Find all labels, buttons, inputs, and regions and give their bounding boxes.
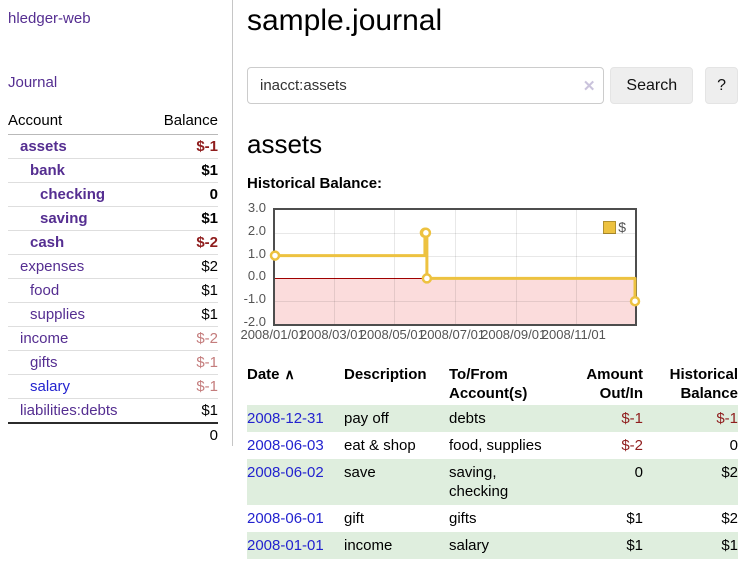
register-row: 2008-06-02 save saving, checking 0 $2	[247, 459, 738, 505]
register-table: Date ∧ Description To/From Account(s) Amo…	[247, 363, 738, 559]
register-row: 2008-01-01 income salary $1 $1	[247, 532, 738, 559]
account-link-bank[interactable]: bank	[30, 162, 66, 179]
account-link-gifts[interactable]: gifts	[30, 354, 58, 371]
search-box: ✕	[247, 67, 605, 104]
transaction-balance: $2	[721, 464, 738, 481]
transaction-balance: $1	[721, 537, 738, 554]
accounts-col-account: Account	[8, 110, 134, 135]
account-link-checking[interactable]: checking	[40, 186, 106, 203]
register-row: 2008-06-03 eat & shop food, supplies $-2…	[247, 432, 738, 459]
transaction-date-link[interactable]: 2008-06-03	[247, 437, 324, 454]
account-balance: $1	[201, 402, 218, 419]
register-header-row: Date ∧ Description To/From Account(s) Amo…	[247, 363, 738, 405]
transaction-description: save	[344, 464, 376, 481]
sidebar-item-journal[interactable]: Journal	[8, 74, 58, 91]
register-row: 2008-12-31 pay off debts $-1 $-1	[247, 405, 738, 432]
chart-plot: $	[269, 208, 641, 326]
account-balance: $1	[201, 282, 218, 299]
transaction-accounts: saving, checking	[449, 464, 509, 500]
account-link-salary[interactable]: salary	[30, 378, 71, 395]
transaction-accounts: gifts	[449, 510, 477, 527]
account-link-income[interactable]: income	[20, 330, 69, 347]
transaction-amount: $1	[626, 537, 643, 554]
account-balance: $1	[201, 210, 218, 227]
register-col-accounts: To/From Account(s)	[449, 366, 528, 402]
account-link-supplies[interactable]: supplies	[30, 306, 86, 323]
account-row: saving $1	[8, 206, 218, 231]
transaction-amount: 0	[634, 464, 643, 481]
account-balance: $2	[201, 258, 218, 275]
transaction-description: gift	[344, 510, 365, 527]
search-input[interactable]	[247, 67, 605, 104]
transaction-balance: $-1	[716, 410, 738, 427]
transaction-date-link[interactable]: 2008-01-01	[247, 537, 324, 554]
account-link-cash[interactable]: cash	[30, 234, 65, 251]
accounts-header-row: Account Balance	[8, 110, 218, 135]
transaction-amount: $-2	[621, 437, 643, 454]
accounts-table: Account Balance assets $-1 bank $1 check…	[8, 110, 218, 447]
transaction-date-link[interactable]: 2008-12-31	[247, 410, 324, 427]
search-button[interactable]: Search	[610, 67, 694, 104]
page-title: sample.journal	[247, 4, 443, 37]
account-link-liabilities-debts[interactable]: liabilities:debts	[20, 402, 118, 419]
accounts-total-row: 0	[8, 422, 218, 447]
account-row: supplies $1	[8, 302, 218, 327]
accounts-total: 0	[134, 422, 218, 447]
transaction-balance: $2	[721, 510, 738, 527]
legend-swatch-icon	[603, 220, 617, 234]
register-row: 2008-06-01 gift gifts $1 $2	[247, 505, 738, 532]
chart-legend: $	[603, 219, 626, 235]
account-link-assets[interactable]: assets	[20, 138, 67, 155]
account-link-expenses[interactable]: expenses	[20, 258, 85, 275]
sort-ascending-icon: ∧	[284, 366, 295, 382]
account-row: expenses $2	[8, 254, 218, 279]
account-page-title: assets	[247, 129, 323, 159]
transaction-accounts: salary	[449, 537, 490, 554]
account-row: liabilities:debts $1	[8, 398, 218, 424]
clear-search-icon[interactable]: ✕	[582, 77, 596, 95]
account-balance: $-2	[196, 330, 218, 347]
account-row: food $1	[8, 278, 218, 303]
app-title-link[interactable]: hledger-web	[8, 10, 91, 27]
sidebar: hledger-web Journal Account Balance asse…	[0, 0, 233, 447]
transaction-balance: 0	[729, 437, 738, 454]
legend-label: $	[618, 219, 626, 235]
transaction-amount: $-1	[621, 410, 643, 427]
account-link-saving[interactable]: saving	[40, 210, 88, 227]
accounts-col-balance: Balance	[134, 110, 218, 135]
account-row: gifts $-1	[8, 350, 218, 375]
transaction-description: eat & shop	[344, 437, 416, 454]
account-link-food[interactable]: food	[30, 282, 60, 299]
transaction-accounts: debts	[449, 410, 486, 427]
account-balance: $1	[201, 162, 218, 179]
transaction-date-link[interactable]: 2008-06-01	[247, 510, 324, 527]
transaction-description: income	[344, 537, 393, 554]
register-col-description: Description	[344, 366, 427, 383]
chart: $ 3.0 2.0 1.0 0.0 -1.0 -2.0 2008/01/01 2008/03/…	[240, 200, 738, 342]
account-row: income $-2	[8, 326, 218, 351]
register-col-balance: Historical Balance	[669, 366, 738, 402]
account-row: cash $-2	[8, 230, 218, 255]
account-balance: $-1	[196, 378, 218, 395]
account-balance: $1	[201, 306, 218, 323]
main-content: sample.journal ✕ Search ? assets Histori…	[240, 0, 738, 559]
transaction-description: pay off	[344, 410, 389, 427]
transaction-date-link[interactable]: 2008-06-02	[247, 464, 324, 481]
account-balance: $-1	[196, 354, 218, 371]
chart-negative-region	[275, 278, 635, 324]
register-col-amount: Amount Out/In	[586, 366, 643, 402]
chart-heading: Historical Balance:	[247, 175, 383, 192]
account-balance: $-2	[196, 234, 218, 251]
account-row: assets $-1	[8, 134, 218, 159]
search-form: ✕ Search ?	[247, 67, 738, 104]
transaction-accounts: food, supplies	[449, 437, 542, 454]
account-balance: $-1	[196, 138, 218, 155]
account-row: checking 0	[8, 182, 218, 207]
account-row: salary $-1	[8, 374, 218, 399]
transaction-amount: $1	[626, 510, 643, 527]
account-row: bank $1	[8, 158, 218, 183]
account-balance: 0	[209, 186, 218, 203]
help-button[interactable]: ?	[705, 67, 738, 104]
register-col-date[interactable]: Date ∧	[247, 366, 295, 383]
